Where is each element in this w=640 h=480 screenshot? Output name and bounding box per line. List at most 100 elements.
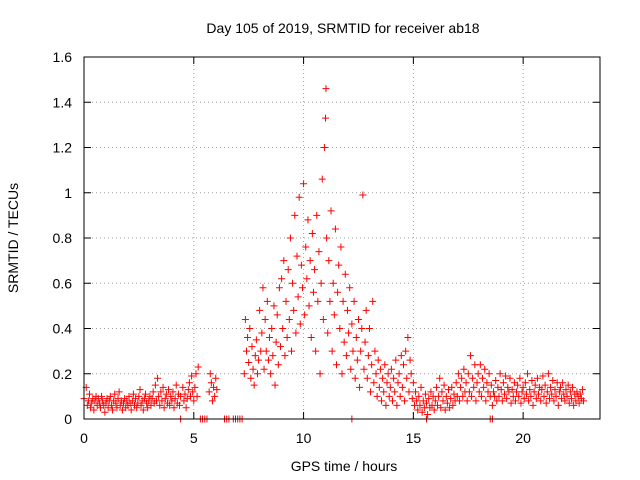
data-point	[403, 374, 411, 382]
data-point	[545, 395, 553, 403]
data-point	[384, 370, 392, 378]
data-point	[326, 297, 334, 305]
data-point	[396, 392, 404, 400]
data-point	[291, 211, 299, 219]
y-tick-label: 0.8	[53, 230, 73, 246]
data-point	[375, 383, 383, 391]
data-point	[251, 352, 259, 360]
data-point	[139, 406, 147, 414]
data-point	[518, 388, 526, 396]
data-point	[267, 370, 275, 378]
data-point	[519, 383, 527, 391]
data-point	[170, 404, 178, 412]
data-point	[520, 395, 528, 403]
y-axis-label: SRMTID / TECUs	[5, 183, 21, 293]
data-point	[260, 365, 268, 373]
data-point	[149, 388, 157, 396]
data-point	[380, 388, 388, 396]
data-point	[378, 397, 386, 405]
data-point	[503, 395, 511, 403]
data-point	[390, 374, 398, 382]
data-point	[570, 401, 578, 409]
data-point	[432, 383, 440, 391]
data-point	[442, 392, 450, 400]
data-point	[285, 315, 293, 323]
data-point	[397, 352, 405, 360]
data-point	[447, 395, 455, 403]
data-point	[306, 257, 314, 265]
data-point	[249, 365, 257, 373]
data-point	[289, 279, 297, 287]
data-point	[154, 374, 162, 382]
x-tick-label: 20	[515, 430, 531, 446]
data-point	[424, 410, 432, 418]
data-point	[541, 381, 549, 389]
data-point	[184, 386, 192, 394]
data-point	[329, 279, 337, 287]
data-point	[191, 383, 199, 391]
data-point	[481, 365, 489, 373]
data-point	[101, 408, 109, 416]
y-tick-label: 0.4	[53, 321, 73, 337]
data-point	[492, 377, 500, 385]
data-point	[549, 377, 557, 385]
data-point	[413, 397, 421, 405]
data-point	[580, 397, 588, 405]
data-point	[386, 383, 394, 391]
data-point	[473, 379, 481, 387]
data-point	[409, 379, 417, 387]
data-point	[468, 392, 476, 400]
data-point	[341, 270, 349, 278]
data-point	[157, 388, 165, 396]
data-point	[567, 395, 575, 403]
data-point	[208, 397, 216, 405]
data-point	[273, 311, 281, 319]
data-point	[172, 381, 180, 389]
data-point	[182, 404, 190, 412]
data-point	[517, 399, 525, 407]
data-point	[188, 372, 196, 380]
data-point	[212, 374, 220, 382]
data-point	[417, 383, 425, 391]
data-point	[354, 315, 362, 323]
data-point	[136, 386, 144, 394]
data-point	[290, 306, 298, 314]
data-point	[317, 279, 325, 287]
data-point	[263, 297, 271, 305]
data-point	[167, 392, 175, 400]
data-point	[328, 347, 336, 355]
data-point	[284, 266, 292, 274]
data-point	[211, 392, 219, 400]
data-point	[552, 392, 560, 400]
data-point	[504, 383, 512, 391]
data-point	[550, 397, 558, 405]
data-point	[370, 379, 378, 387]
data-point	[383, 379, 391, 387]
data-point	[469, 374, 477, 382]
data-point	[347, 365, 355, 373]
data-point	[455, 397, 463, 405]
data-point	[472, 397, 480, 405]
data-point	[246, 325, 254, 332]
data-point	[576, 390, 584, 398]
data-point	[286, 234, 294, 242]
data-point	[482, 397, 490, 405]
x-tick-label: 0	[80, 430, 88, 446]
data-point	[530, 388, 538, 396]
data-point	[515, 392, 523, 400]
data-point	[269, 352, 277, 360]
data-point	[414, 406, 422, 414]
y-tick-label: 0.2	[53, 366, 73, 382]
data-point	[335, 261, 343, 269]
data-point	[245, 358, 253, 366]
data-point	[497, 386, 505, 394]
data-point	[351, 374, 359, 382]
data-point	[325, 257, 333, 265]
data-point	[525, 397, 533, 405]
data-point	[532, 395, 540, 403]
y-tick-label: 1.6	[53, 49, 73, 65]
data-point	[194, 363, 202, 371]
data-point	[323, 234, 331, 242]
data-point	[162, 390, 170, 398]
data-point	[135, 392, 143, 400]
